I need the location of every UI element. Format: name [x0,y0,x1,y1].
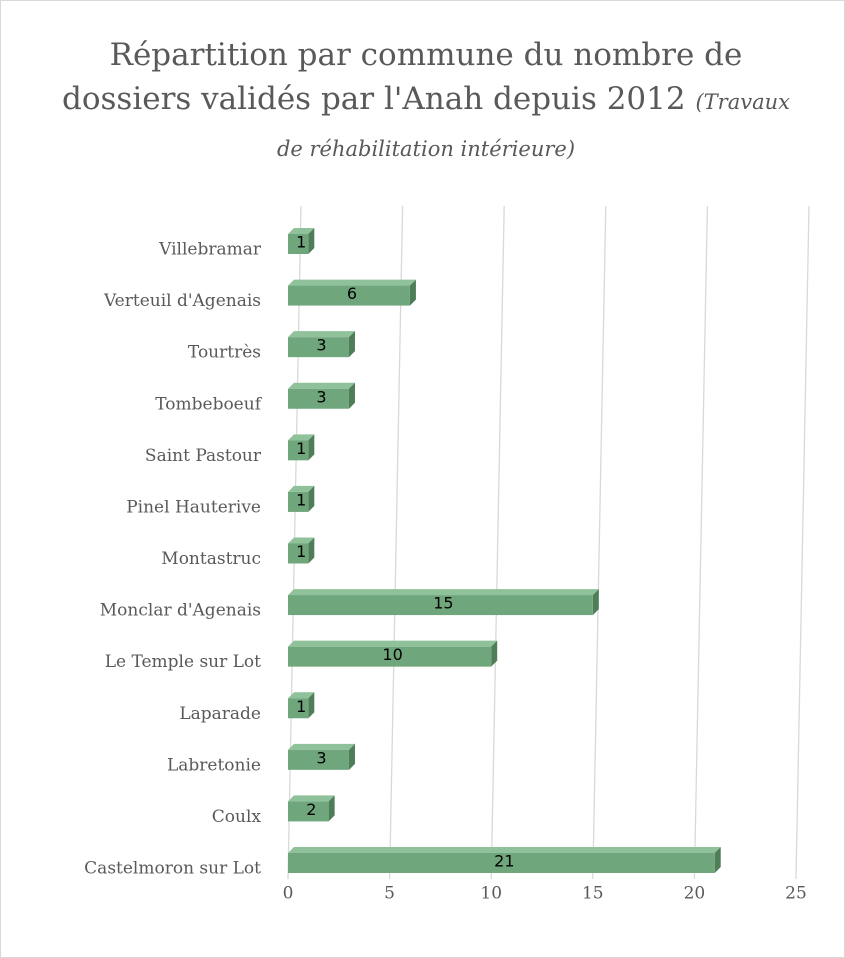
chart-subtitle: (Travaux de réhabilitation intérieure) [276,90,790,161]
data-label: 1 [296,697,306,716]
data-label: 2 [306,800,316,819]
data-label: 1 [296,490,306,509]
x-tick-label: 0 [283,884,294,904]
bar-top [288,279,416,286]
y-tick-label: Verteuil d'Agenais [103,291,261,311]
y-tick-label: Laparade [179,704,261,724]
bar [288,646,492,667]
bar-top [288,847,721,853]
bar-side [348,382,355,409]
x-tick-label: 25 [785,884,807,904]
bar-side [328,795,335,822]
data-label: 1 [296,542,306,561]
bar-top [288,382,355,389]
chart-title-block: Répartition par commune du nombre de dos… [61,33,791,171]
data-label: 1 [296,233,306,252]
bar-top [288,743,355,750]
bar [288,234,309,254]
bar-top [288,537,315,544]
bar [288,491,309,512]
data-label: 1 [296,439,306,458]
bar-side [491,640,498,667]
bar-side [409,279,416,306]
y-tick-label: Tombeboeuf [155,394,262,414]
data-label: 15 [433,594,453,613]
bar-top [288,589,599,596]
bar-side [308,434,315,461]
bar-side [308,228,315,254]
bar [288,595,593,616]
data-label: 21 [494,852,514,871]
bar [288,749,349,770]
y-tick-label: Le Temple sur Lot [105,652,261,672]
bar-top [288,692,315,699]
bar-side [592,589,599,616]
y-tick-label: Tourtrès [188,343,261,363]
y-tick-label: Labretonie [167,755,261,775]
bar-top [288,434,315,441]
y-tick-label: Villebramar [158,240,262,260]
bar [288,853,715,873]
chart-title: Répartition par commune du nombre de dos… [62,37,743,117]
bar [288,698,309,719]
bar-side [308,692,315,719]
bar [288,388,349,409]
bar-side [348,331,355,358]
bar-top [288,485,315,492]
bar [288,440,309,461]
bar-side [308,537,315,564]
grid-line [388,205,404,880]
y-tick-label: Pinel Hauterive [126,497,261,517]
x-tick-label: 10 [480,884,502,904]
bar-side [714,847,721,873]
bar [288,543,309,564]
bar-top [288,795,335,802]
x-tick-label: 20 [684,884,706,904]
data-label: 3 [316,748,326,767]
bar-top [288,331,355,338]
y-tick-label: Coulx [212,807,262,827]
bar [288,801,329,822]
y-tick-label: Monclar d'Agenais [100,601,261,621]
bar [288,337,349,358]
bar-side [308,485,315,512]
x-tick-label: 15 [582,884,604,904]
x-tick-label: 5 [384,884,395,904]
grid-line [693,205,709,880]
grid-line [490,205,505,880]
bar-top [288,640,498,647]
data-label: 6 [347,284,357,303]
y-tick-label: Saint Pastour [145,446,262,466]
y-tick-label: Castelmoron sur Lot [84,859,261,879]
bar-side [348,743,355,770]
data-label: 3 [316,387,326,406]
y-tick-label: Montastruc [161,549,261,569]
grid-line [795,205,810,880]
bar-top [288,228,315,234]
bar [288,285,410,306]
data-label: 10 [382,645,402,664]
data-label: 3 [316,336,326,355]
grid-line [592,205,607,880]
